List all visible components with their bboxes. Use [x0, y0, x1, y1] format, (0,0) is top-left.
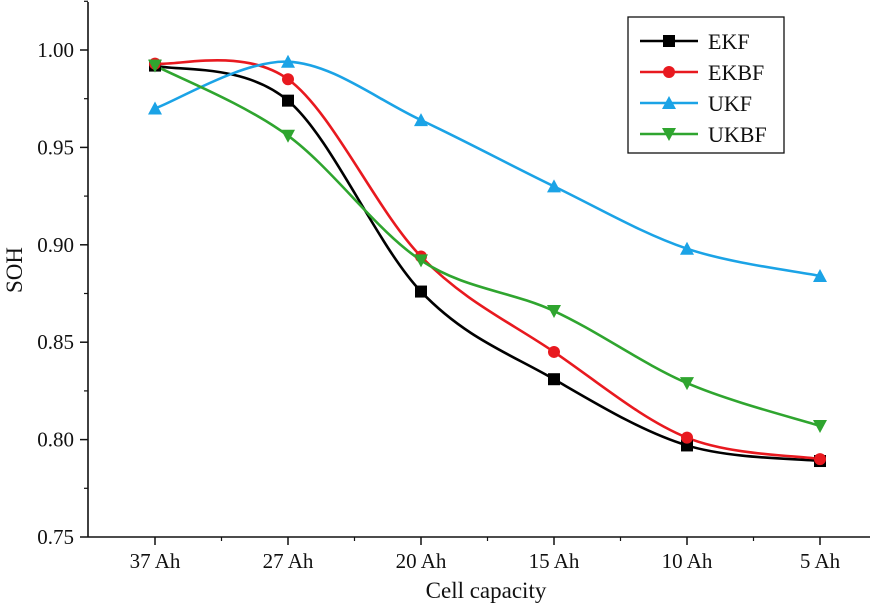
data-point-ekf — [548, 373, 560, 386]
x-tick-label: 5 Ah — [800, 549, 841, 573]
y-tick-label: 0.95 — [37, 135, 74, 159]
data-point-ukbf — [281, 129, 295, 143]
data-point-ekbf — [814, 453, 826, 466]
legend-marker-ekf — [663, 35, 675, 47]
legend-marker-ukf — [662, 96, 676, 109]
data-point-ukf — [414, 113, 428, 127]
legend-label-ekf: EKF — [708, 29, 750, 54]
data-point-ekbf — [681, 431, 693, 444]
data-point-ukbf — [414, 254, 428, 268]
y-tick-label: 0.80 — [37, 428, 74, 452]
x-tick-label: 20 Ah — [396, 549, 447, 573]
y-tick-label: 1.00 — [37, 38, 74, 62]
data-point-ukbf — [148, 59, 162, 73]
series-line-ukbf — [154, 64, 821, 428]
y-tick-label: 0.75 — [37, 525, 74, 549]
legend-box — [627, 16, 785, 154]
data-point-ekbf — [282, 73, 294, 86]
data-point-ukf — [281, 54, 295, 68]
data-point-ukbf — [547, 305, 561, 319]
data-point-ukbf — [680, 377, 694, 391]
data-point-ukf — [547, 179, 561, 193]
series-line-ukf — [154, 60, 821, 278]
data-point-ekf — [282, 94, 294, 107]
data-point-ukf — [680, 241, 694, 255]
legend-label-ukbf: UKBF — [708, 122, 767, 147]
data-point-ukf — [813, 268, 827, 282]
data-point-ukf — [148, 101, 162, 115]
y-tick-label: 0.85 — [37, 330, 74, 354]
data-point-ukbf — [813, 419, 827, 433]
x-tick-label: 15 Ah — [529, 549, 580, 573]
data-point-ekbf — [548, 345, 560, 358]
data-point-ekf — [415, 285, 427, 298]
x-tick-label: 27 Ah — [263, 549, 314, 573]
x-tick-label: 10 Ah — [662, 549, 713, 573]
x-tick-label: 37 Ah — [130, 549, 181, 573]
legend-marker-ekbf — [663, 66, 675, 78]
y-axis-title: SOH — [2, 247, 27, 293]
x-axis-title: Cell capacity — [426, 578, 547, 603]
legend-label-ukf: UKF — [708, 91, 752, 116]
y-tick-label: 0.90 — [37, 233, 74, 257]
legend-marker-ukbf — [662, 128, 676, 141]
legend-label-ekbf: EKBF — [708, 60, 764, 85]
